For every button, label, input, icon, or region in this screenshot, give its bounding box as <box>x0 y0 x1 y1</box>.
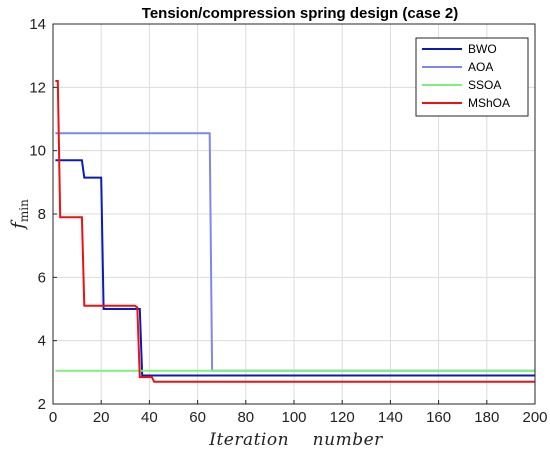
x-tick-label: 40 <box>141 409 158 426</box>
x-tick-label: 80 <box>237 409 254 426</box>
chart-title: Tension/compression spring design (case … <box>142 5 458 22</box>
y-axis-label-group: fmin <box>8 199 31 231</box>
x-tick-label: 180 <box>474 409 499 426</box>
legend-label-ssoa: SSOA <box>468 78 501 92</box>
y-tick-label: 6 <box>38 269 46 286</box>
series-line-mshoa <box>55 80 535 383</box>
x-tick-label: 20 <box>93 409 110 426</box>
y-axis-ticks: 2 4 6 8 10 12 14 <box>29 16 57 413</box>
x-axis-label: Iteration number <box>208 430 383 450</box>
legend: BWO AOA SSOA MShOA <box>415 37 529 117</box>
x-tick-label: 60 <box>189 409 206 426</box>
svg-text:fmin: fmin <box>8 199 31 231</box>
y-tick-label: 12 <box>29 79 46 96</box>
x-tick-label: 120 <box>330 409 355 426</box>
x-tick-label: 160 <box>426 409 451 426</box>
legend-label-bwo: BWO <box>468 42 497 56</box>
x-tick-label: 140 <box>378 409 403 426</box>
x-axis-ticks: 0 20 40 60 80 100 120 140 160 180 200 <box>49 400 548 426</box>
x-tick-label: 0 <box>49 409 57 426</box>
legend-label-mshoa: MShOA <box>468 96 510 110</box>
x-tick-label: 100 <box>281 409 306 426</box>
x-tick-label: 200 <box>522 409 547 426</box>
y-tick-label: 2 <box>38 396 46 413</box>
y-tick-label: 10 <box>29 143 46 160</box>
series-layer <box>55 80 535 383</box>
legend-label-aoa: AOA <box>468 60 493 74</box>
y-tick-label: 8 <box>38 206 46 223</box>
y-tick-label: 14 <box>29 16 46 33</box>
y-tick-label: 4 <box>38 333 46 350</box>
y-axis-label-subscript: min <box>17 199 31 222</box>
series-line-bwo <box>55 159 535 377</box>
